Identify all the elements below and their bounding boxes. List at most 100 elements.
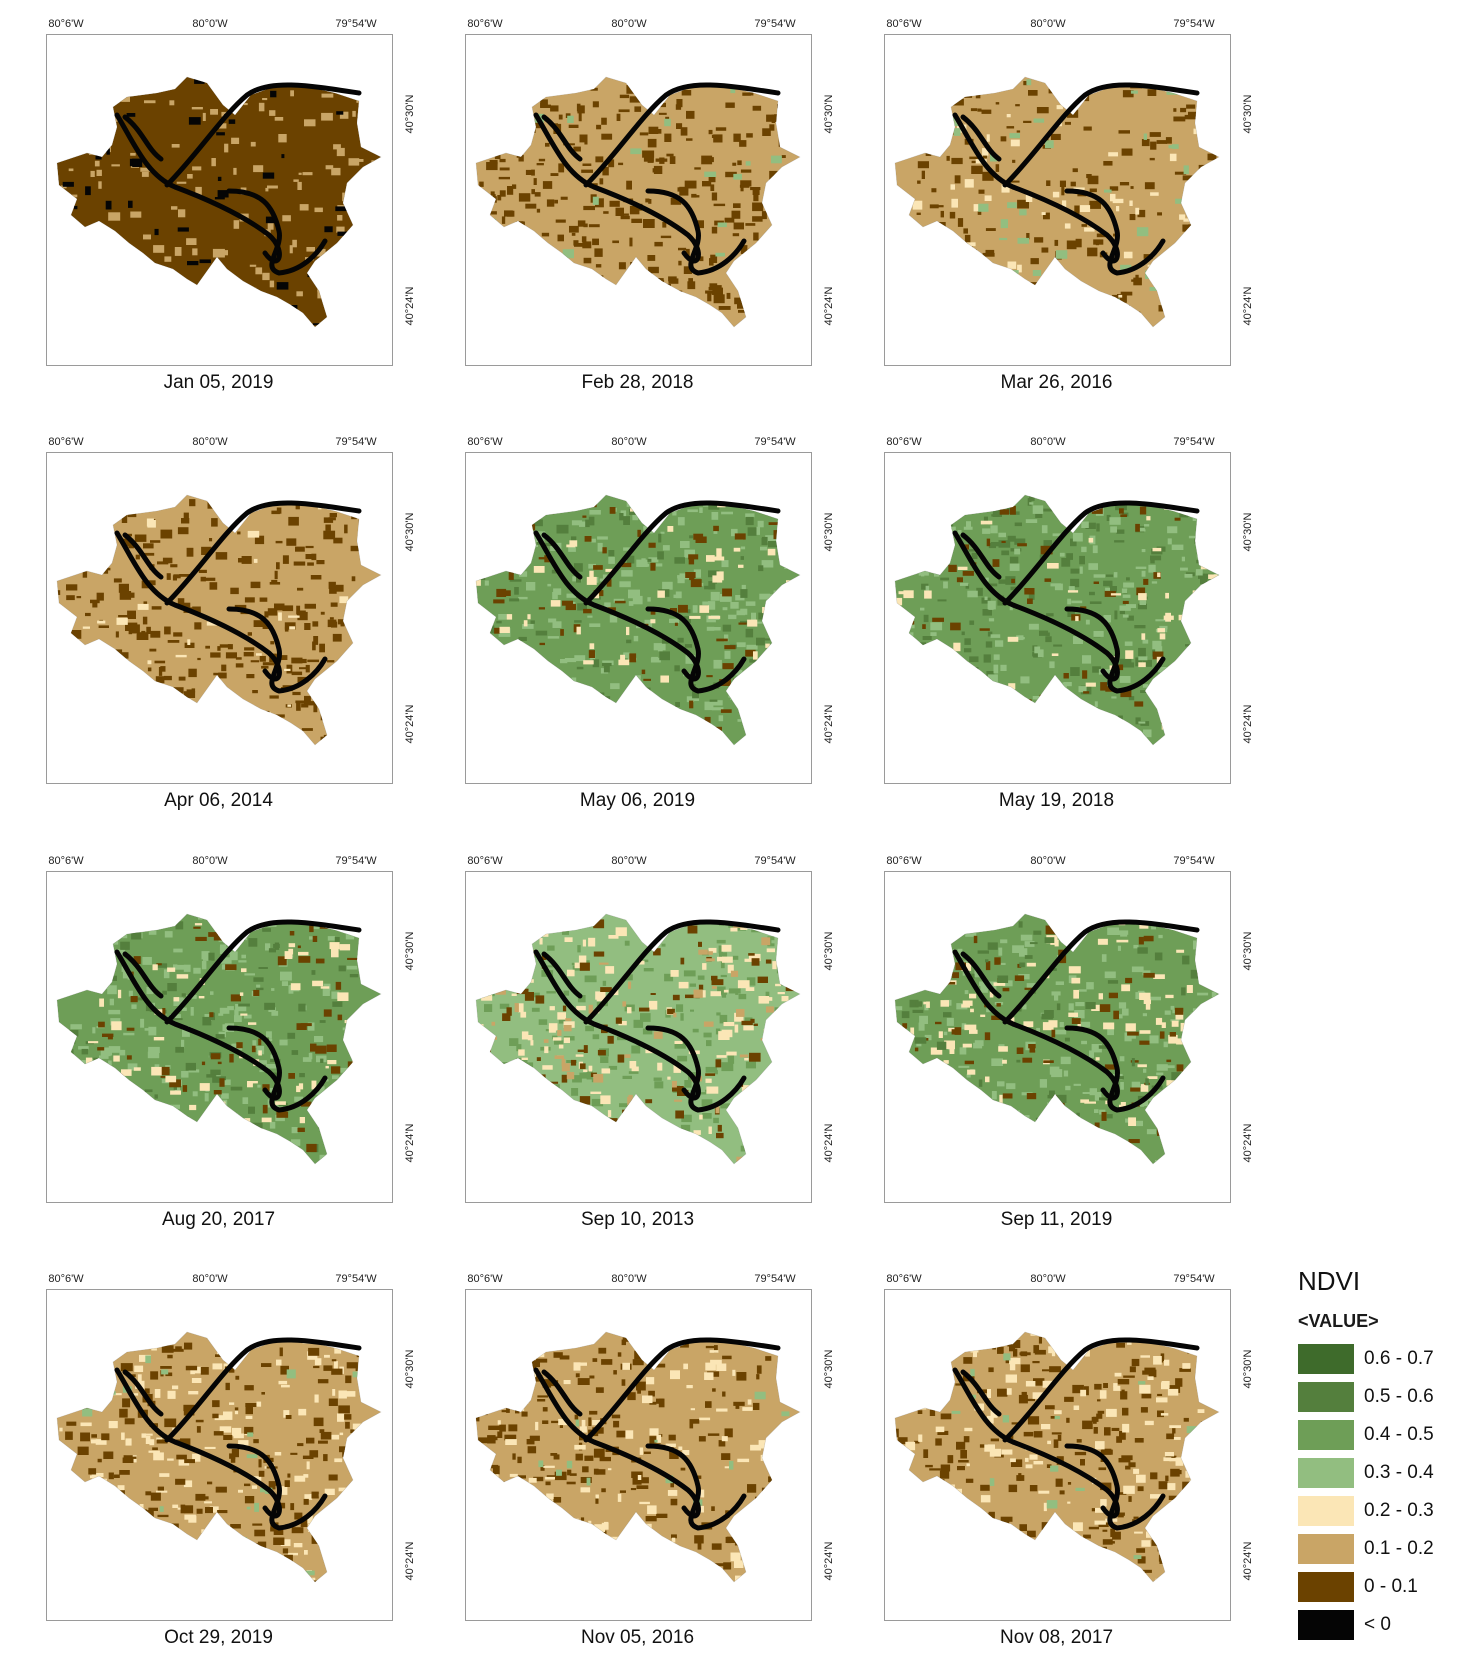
ndvi-patch xyxy=(1097,726,1102,730)
ndvi-patch xyxy=(1172,1095,1181,1103)
ndvi-patch xyxy=(572,1149,580,1156)
ndvi-patch xyxy=(773,185,780,191)
ndvi-patch xyxy=(251,582,261,588)
ndvi-patch xyxy=(988,306,991,309)
map-frame xyxy=(884,452,1231,784)
ndvi-patch xyxy=(56,692,63,700)
ndvi-patch xyxy=(637,530,641,537)
ndvi-patch xyxy=(192,166,201,170)
ndvi-patch xyxy=(1109,517,1120,525)
ndvi-patch xyxy=(701,1157,709,1162)
ndvi-patch xyxy=(371,213,378,221)
ndvi-patch xyxy=(948,709,953,711)
ndvi-patch xyxy=(92,951,100,957)
ndvi-patch xyxy=(319,1119,328,1128)
ndvi-patch xyxy=(484,540,489,548)
ndvi-patch xyxy=(218,1062,222,1064)
ndvi-patch xyxy=(1150,997,1161,1001)
ndvi-patch xyxy=(594,1449,605,1458)
ndvi-patch xyxy=(909,281,919,287)
ndvi-patch xyxy=(172,144,180,148)
ndvi-patch xyxy=(368,1167,373,1175)
ndvi-patch xyxy=(621,1150,627,1156)
ndvi-patch xyxy=(673,1013,676,1018)
ndvi-patch xyxy=(717,957,723,962)
ndvi-patch xyxy=(552,592,558,599)
ndvi-patch xyxy=(943,237,946,245)
ndvi-patch xyxy=(704,1033,712,1038)
ndvi-patch xyxy=(933,1092,945,1100)
ndvi-patch xyxy=(979,300,985,308)
ndvi-patch xyxy=(163,558,173,564)
ndvi-patch xyxy=(233,168,236,175)
ndvi-patch xyxy=(1011,579,1015,583)
ndvi-patch xyxy=(511,87,520,93)
ndvi-patch xyxy=(158,1487,164,1491)
ndvi-patch xyxy=(625,1054,631,1058)
ndvi-patch xyxy=(350,974,359,977)
ndvi-patch xyxy=(64,83,73,90)
ndvi-patch xyxy=(1111,593,1121,595)
ndvi-patch xyxy=(273,944,280,948)
ndvi-patch xyxy=(785,1132,797,1137)
ndvi-patch xyxy=(315,1046,326,1054)
ndvi-patch xyxy=(506,704,514,710)
ndvi-patch xyxy=(626,181,632,190)
ndvi-patch xyxy=(514,587,519,595)
ndvi-patch xyxy=(235,1148,241,1157)
ndvi-patch xyxy=(103,980,106,987)
ndvi-patch xyxy=(356,917,361,920)
ndvi-patch xyxy=(359,1084,367,1089)
ndvi-patch xyxy=(673,995,680,1000)
ndvi-patch xyxy=(803,192,811,197)
ndvi-patch xyxy=(65,1356,75,1364)
ndvi-patch xyxy=(661,1160,672,1164)
ndvi-patch xyxy=(655,1154,658,1158)
ndvi-patch xyxy=(787,721,798,730)
ndvi-patch xyxy=(365,954,371,960)
ndvi-patch xyxy=(764,917,772,921)
ndvi-patch xyxy=(601,1488,606,1492)
latitude-tick-label: 40°24'N xyxy=(404,705,416,744)
ndvi-patch xyxy=(779,1075,791,1079)
ndvi-patch xyxy=(900,1063,906,1071)
ndvi-patch xyxy=(1145,182,1155,189)
ndvi-patch xyxy=(86,1076,90,1083)
ndvi-patch xyxy=(495,737,506,743)
ndvi-patch xyxy=(756,335,765,340)
ndvi-patch xyxy=(583,206,595,210)
ndvi-patch xyxy=(768,703,778,712)
ndvi-patch xyxy=(545,143,550,147)
ndvi-patch xyxy=(338,1405,350,1413)
ndvi-patch xyxy=(304,332,308,338)
ndvi-patch xyxy=(741,170,751,173)
ndvi-patch xyxy=(518,597,527,599)
ndvi-patch xyxy=(500,145,506,152)
ndvi-patch xyxy=(94,1336,98,1345)
ndvi-patch xyxy=(726,1052,736,1056)
ndvi-patch xyxy=(314,1418,324,1427)
ndvi-patch xyxy=(563,727,569,733)
ndvi-patch xyxy=(803,1049,809,1054)
ndvi-patch xyxy=(606,1171,611,1178)
ndvi-patch xyxy=(640,1128,651,1130)
ndvi-patch xyxy=(723,607,728,610)
ndvi-patch xyxy=(677,575,680,578)
ndvi-patch xyxy=(788,225,793,231)
ndvi-patch xyxy=(229,1552,239,1559)
ndvi-patch xyxy=(476,279,483,284)
ndvi-patch xyxy=(269,948,276,952)
ndvi-patch xyxy=(375,507,384,511)
ndvi-patch xyxy=(258,1050,262,1055)
ndvi-patch xyxy=(648,727,656,731)
ndvi-patch xyxy=(486,622,492,629)
ndvi-patch xyxy=(606,319,615,322)
ndvi-patch xyxy=(56,1543,66,1547)
ndvi-patch xyxy=(524,1161,529,1164)
ndvi-patch xyxy=(244,647,254,650)
ndvi-patch xyxy=(312,1167,322,1169)
ndvi-patch xyxy=(1182,557,1185,562)
ndvi-patch xyxy=(304,1550,308,1555)
ndvi-patch xyxy=(895,970,900,977)
ndvi-patch xyxy=(498,1156,508,1163)
